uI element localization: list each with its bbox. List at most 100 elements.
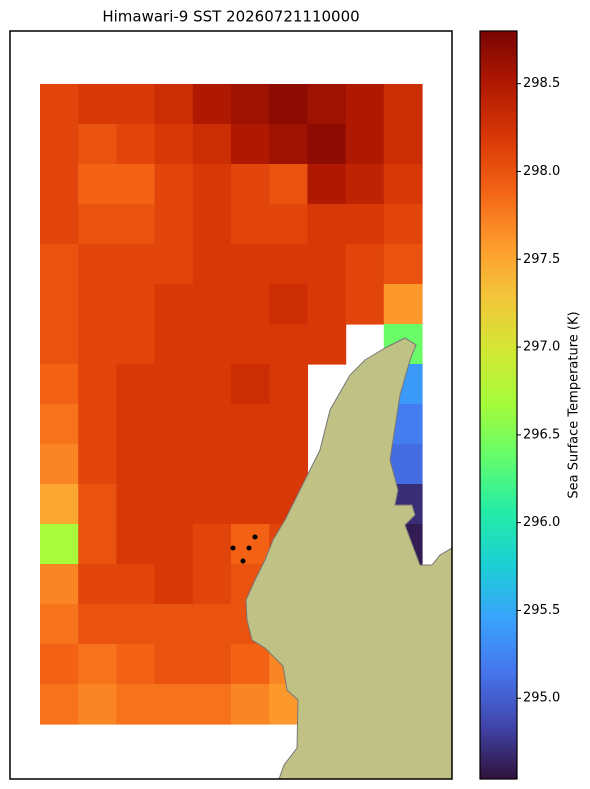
sst-cell: [40, 444, 79, 485]
sst-cell: [269, 124, 308, 165]
sst-cell: [269, 244, 308, 285]
sst-cell: [116, 324, 156, 365]
sst-cell: [192, 564, 232, 605]
sst-cell: [192, 524, 232, 565]
sst-cell: [116, 164, 156, 205]
sst-cell: [383, 284, 423, 325]
sst-cell: [154, 684, 194, 725]
sst-cell: [192, 164, 232, 205]
sst-cell: [116, 124, 156, 165]
colorbar: [480, 31, 517, 779]
sst-cell: [78, 644, 117, 685]
colorbar-tick-label: 297.0: [523, 340, 560, 355]
sst-cell: [116, 284, 156, 325]
sst-cell: [78, 524, 117, 565]
sst-cell: [192, 284, 232, 325]
sst-cell: [78, 564, 117, 605]
sst-cell: [116, 444, 156, 485]
sst-cell: [154, 524, 194, 565]
sst-cell: [40, 324, 79, 365]
sst-cell: [192, 244, 232, 285]
sst-cell: [192, 84, 232, 125]
sst-cell: [269, 284, 308, 325]
sst-cell: [231, 524, 270, 565]
sst-cell: [231, 364, 270, 405]
sst-cell: [231, 684, 270, 725]
sst-cell: [78, 164, 117, 205]
sst-cell: [154, 164, 194, 205]
sst-cell: [40, 684, 79, 725]
sst-cell: [40, 204, 79, 245]
sst-cell: [78, 284, 117, 325]
sst-cell: [192, 444, 232, 485]
sst-cell: [78, 84, 117, 125]
station: [252, 534, 258, 540]
sst-cell: [231, 484, 270, 525]
colorbar-frame: [479, 30, 518, 780]
sst-cell: [40, 564, 79, 605]
sst-cell: [269, 164, 308, 205]
sst-cell: [78, 244, 117, 285]
sst-cell: [116, 204, 156, 245]
sst-cell: [307, 84, 347, 125]
sst-cell: [154, 244, 194, 285]
sst-cell: [154, 204, 194, 245]
station-markers: [230, 534, 258, 564]
chart-title: Himawari-9 SST 20260721110000: [102, 8, 359, 26]
sst-cell: [231, 444, 270, 485]
sst-cell: [154, 324, 194, 365]
sst-cell: [78, 364, 117, 405]
sst-cell: [40, 244, 79, 285]
sst-cell: [154, 364, 194, 405]
sst-cell: [154, 404, 194, 445]
sst-cell: [345, 284, 385, 325]
colorbar-tick-label: 295.5: [523, 603, 560, 618]
sst-cell: [154, 84, 194, 125]
sst-cell: [192, 484, 232, 525]
station: [230, 545, 236, 551]
sst-cell: [307, 244, 347, 285]
sst-cell: [383, 244, 423, 285]
colorbar-tick-label: 296.5: [523, 427, 560, 442]
sst-cell: [269, 324, 308, 365]
sst-cell: [154, 484, 194, 525]
sst-cell: [40, 644, 79, 685]
sst-field: [40, 84, 423, 725]
sst-cell: [192, 604, 232, 645]
sst-cell: [192, 204, 232, 245]
sst-cell: [40, 524, 79, 565]
sst-cell: [307, 284, 347, 325]
sst-cell: [78, 484, 117, 525]
sst-cell: [345, 84, 385, 125]
colorbar-label: Sea Surface Temperature (K): [567, 311, 582, 498]
station: [240, 558, 246, 564]
sst-cell: [269, 444, 308, 485]
sst-cell: [116, 404, 156, 445]
sst-cell: [154, 284, 194, 325]
sst-cell: [78, 324, 117, 365]
land: [245, 337, 452, 779]
sst-cell: [231, 84, 270, 125]
sst-cell: [345, 244, 385, 285]
sst-cell: [154, 644, 194, 685]
sst-cell: [116, 524, 156, 565]
sst-cell: [40, 404, 79, 445]
sst-cell: [40, 284, 79, 325]
sst-cell: [154, 444, 194, 485]
colorbar-tick-label: 297.5: [523, 252, 560, 267]
sst-cell: [116, 364, 156, 405]
colorbar-tick-label: 295.0: [523, 691, 560, 706]
sst-cell: [40, 124, 79, 165]
sst-cell: [307, 204, 347, 245]
sst-cell: [78, 444, 117, 485]
sst-cell: [78, 124, 117, 165]
sst-cell: [116, 244, 156, 285]
sst-cell: [192, 124, 232, 165]
sst-cell: [78, 684, 117, 725]
sst-cell: [269, 404, 308, 445]
sst-cell: [40, 484, 79, 525]
sst-cell: [192, 684, 232, 725]
sst-cell: [116, 644, 156, 685]
sst-cell: [192, 644, 232, 685]
sst-cell: [40, 364, 79, 405]
